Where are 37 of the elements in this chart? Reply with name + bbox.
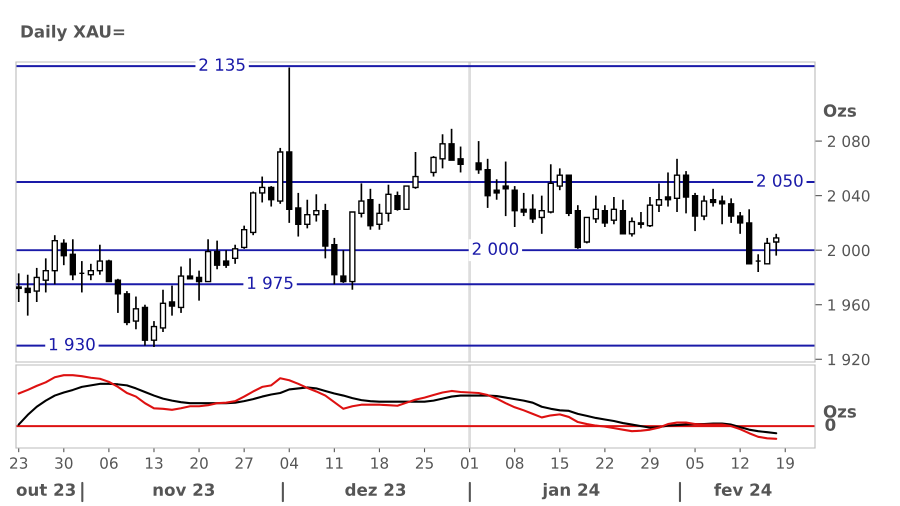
y-tick-label: 1 920 xyxy=(828,354,870,366)
y-tick-label: 2 040 xyxy=(828,190,870,202)
x-tick-label: 25 xyxy=(416,457,433,469)
ref-line-label: 0 xyxy=(825,418,836,431)
x-tick-label: 12 xyxy=(732,457,748,469)
text: dez 23 xyxy=(345,483,406,496)
x-tick-label: 13 xyxy=(146,457,162,469)
x-tick-label: 22 xyxy=(596,457,614,469)
x-tick-label: 29 xyxy=(641,457,659,469)
x-tick-label: 04 xyxy=(280,457,298,469)
x-tick-label: 15 xyxy=(552,458,568,469)
y-tick-label: 2 000 xyxy=(828,244,870,256)
ref-line-label: 1 930 xyxy=(50,338,95,350)
text: fev 24 xyxy=(714,483,772,496)
x-tick-label: 19 xyxy=(777,457,794,469)
text: out 23 xyxy=(16,483,75,496)
x-tick-label: 05 xyxy=(686,457,704,469)
ref-line-label: 1 975 xyxy=(248,276,292,290)
x-tick-label: 06 xyxy=(100,457,118,469)
text: nov 23 xyxy=(154,483,214,496)
y-axis-title: Ozs xyxy=(824,405,856,418)
x-tick-label: 27 xyxy=(236,457,253,469)
x-tick-label: 08 xyxy=(506,457,524,469)
x-tick-label: 30 xyxy=(55,457,72,469)
ref-line-label: 2 050 xyxy=(757,174,803,187)
x-tick-label: 11 xyxy=(326,458,343,469)
x-tick-label: 01 xyxy=(460,457,478,469)
ref-line-label: 2 135 xyxy=(200,58,245,71)
x-tick-label: 23 xyxy=(10,457,28,469)
ref-line-label: 2 000 xyxy=(472,242,518,256)
y-tick-label: 2 080 xyxy=(828,136,870,148)
x-tick-label: 18 xyxy=(371,457,388,469)
text: jan 24 xyxy=(542,483,600,500)
x-tick-label: 20 xyxy=(190,457,208,469)
y-axis-title: Ozs xyxy=(824,104,856,117)
chart-title: Daily XAU= xyxy=(22,24,124,42)
y-tick-label: 1 960 xyxy=(828,299,870,311)
